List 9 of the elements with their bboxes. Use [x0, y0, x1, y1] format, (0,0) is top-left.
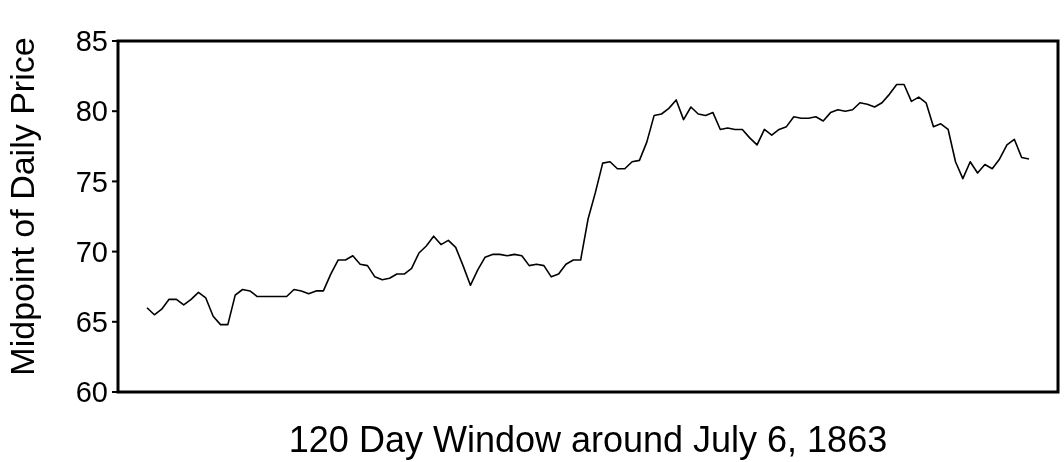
- y-tick-label: 85: [75, 25, 108, 58]
- y-tick-label: 70: [75, 235, 108, 268]
- y-tick-label: 75: [75, 165, 108, 198]
- y-tick-label: 60: [75, 376, 108, 409]
- y-tick-label: 80: [75, 95, 108, 128]
- y-axis-title: Midpoint of Daily Price: [3, 37, 41, 376]
- x-axis-title: 120 Day Window around July 6, 1863: [288, 419, 888, 460]
- line-series: [146, 83, 1030, 326]
- y-tick-label: 65: [75, 305, 108, 338]
